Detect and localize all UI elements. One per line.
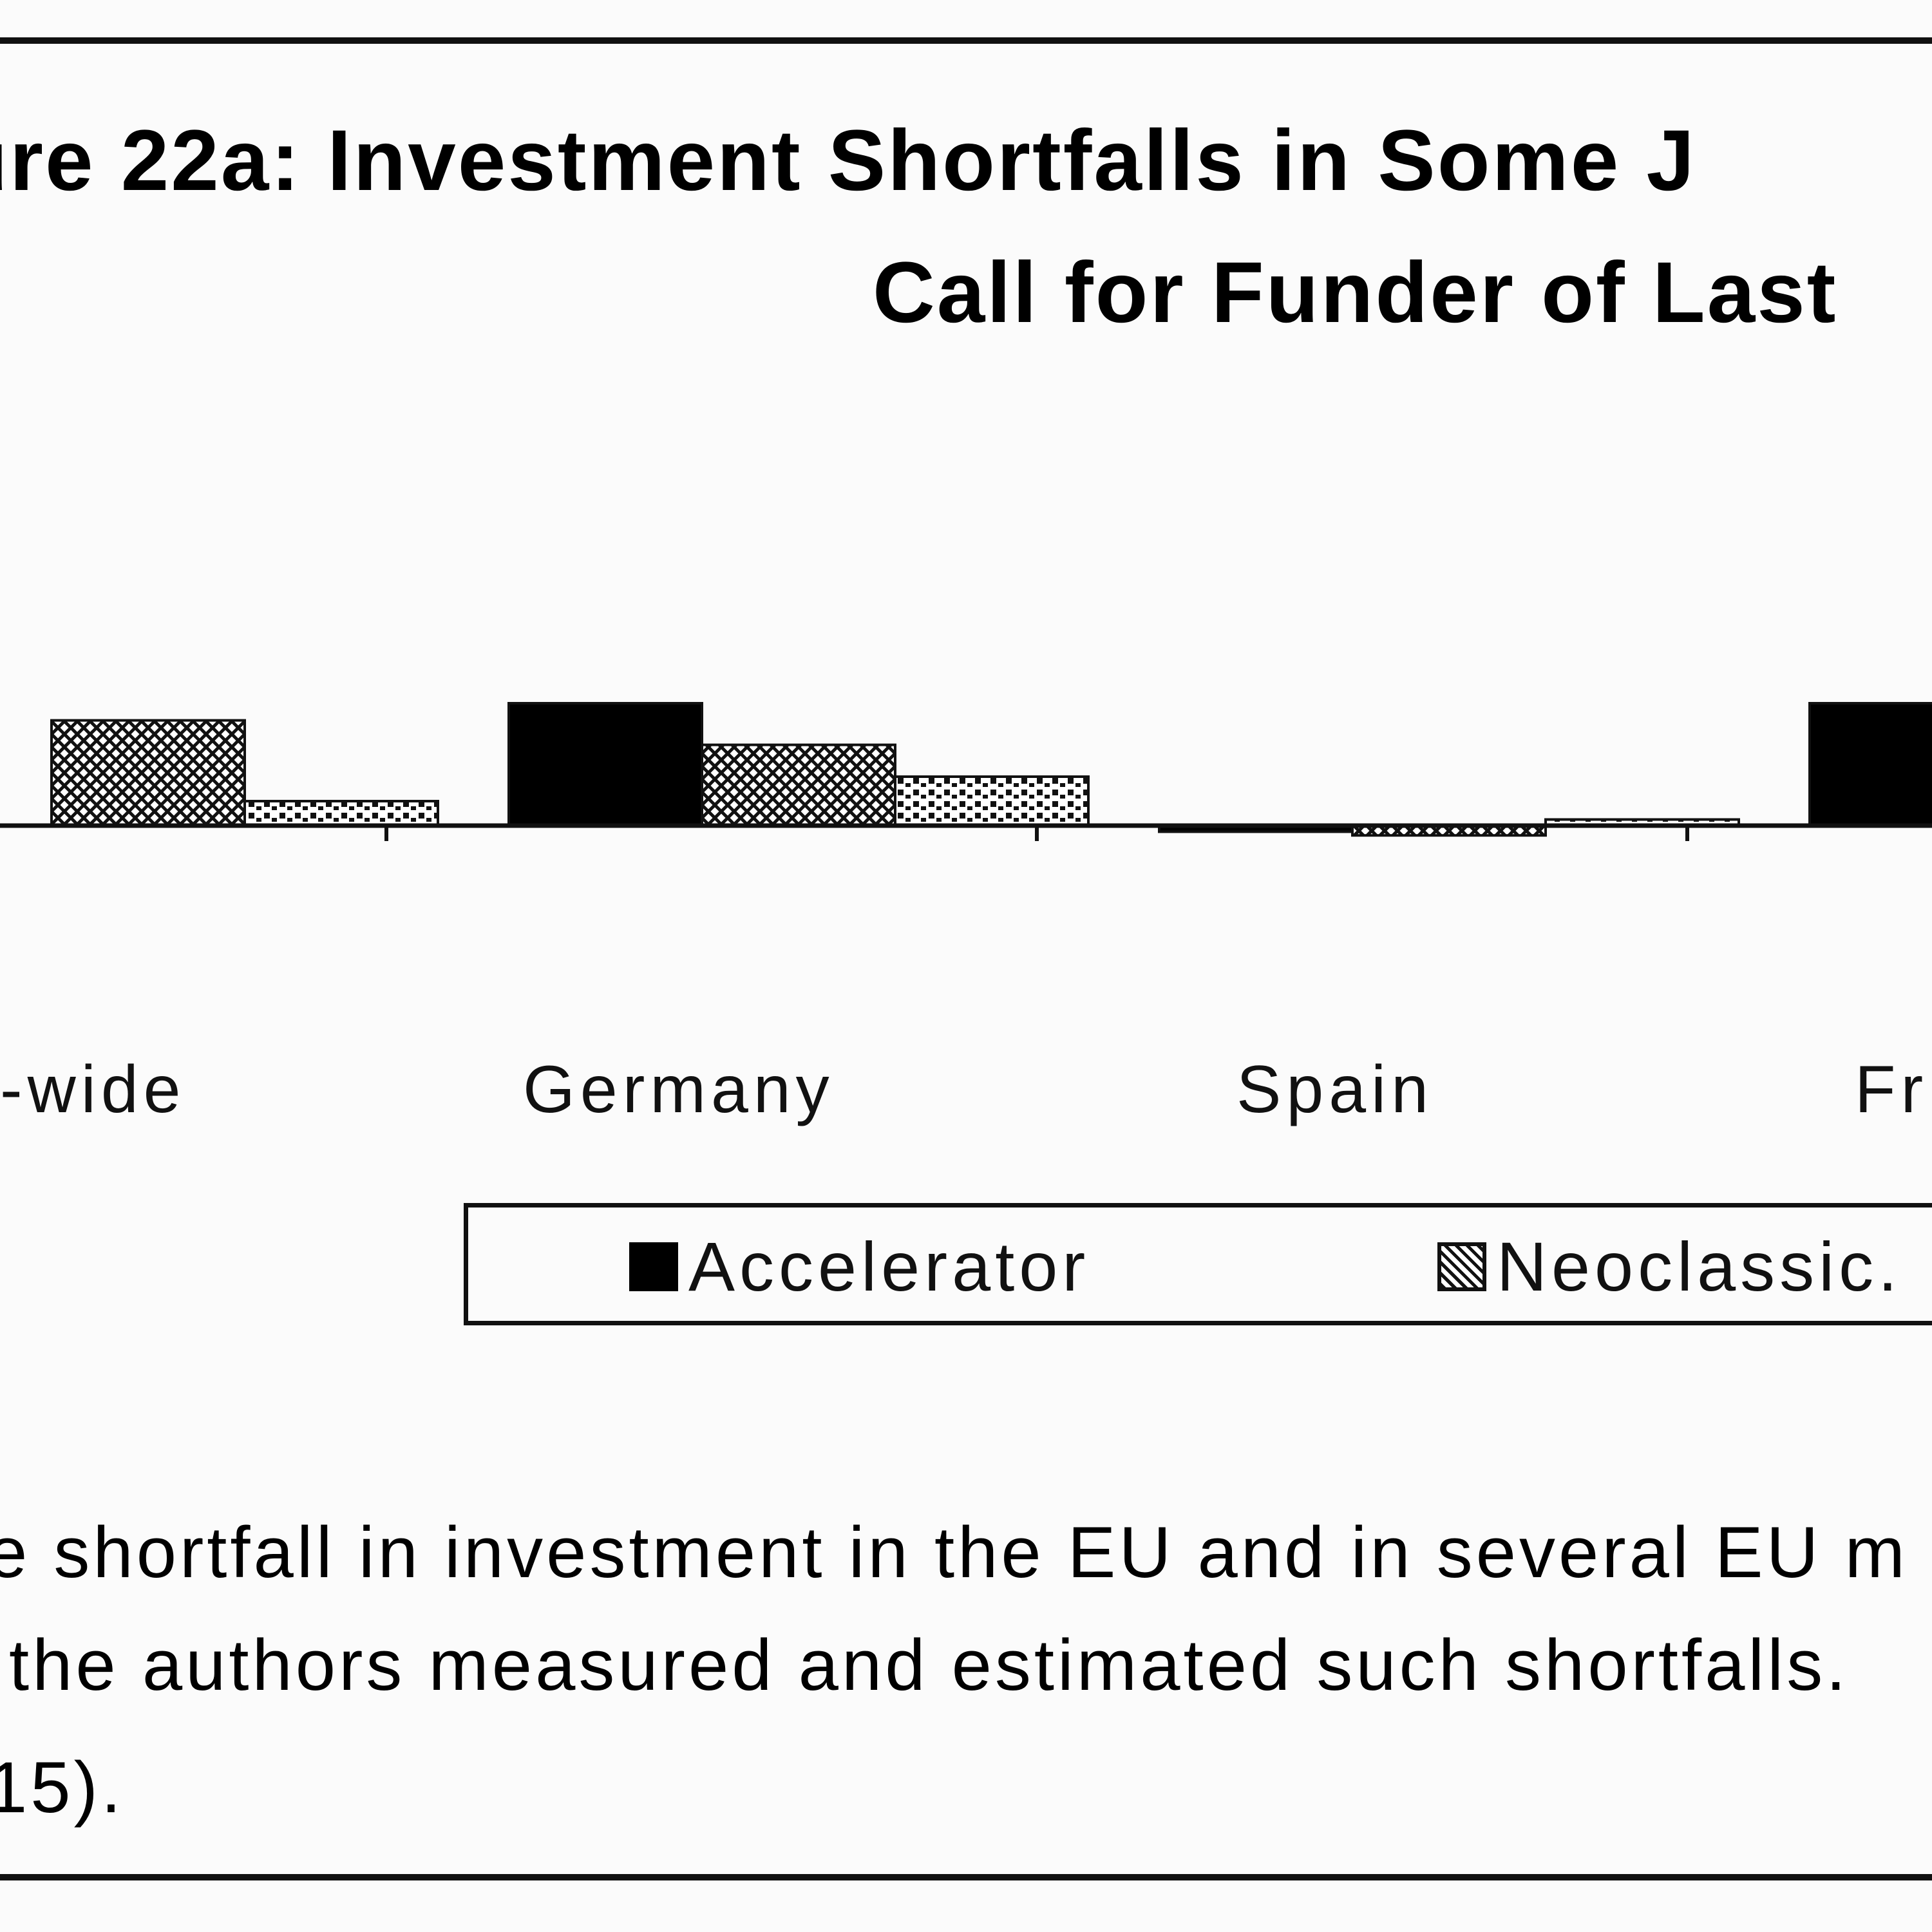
category-label-eu-wide: -wide bbox=[0, 1052, 186, 1127]
category-label-france: Fr bbox=[1855, 1052, 1929, 1127]
bar-neoclassic-wide bbox=[50, 719, 246, 827]
bar-series-3-germany bbox=[894, 775, 1090, 827]
bar-series-3-wide bbox=[243, 800, 439, 827]
chart-title-line-2: Call for Funder of Last bbox=[873, 245, 1838, 341]
x-axis bbox=[0, 823, 1932, 841]
bar-accelerator-germany bbox=[507, 702, 703, 827]
bottom-border-line bbox=[0, 1874, 1932, 1880]
caption-line-1: e shortfall in investment in the EU and … bbox=[0, 1512, 1908, 1593]
top-border-line bbox=[0, 37, 1932, 44]
legend-label-accelerator: Accelerator bbox=[688, 1227, 1090, 1305]
bars-layer bbox=[50, 702, 1932, 837]
bar-accelerator-fr bbox=[1808, 702, 1932, 827]
caption-line-3: 15). bbox=[0, 1747, 124, 1828]
legend-item-accelerator: Accelerator bbox=[629, 1232, 1090, 1302]
legend: Accelerator Neoclassic. bbox=[464, 1203, 1932, 1325]
legend-item-neoclassic: Neoclassic. bbox=[1437, 1232, 1902, 1302]
accelerator-swatch-icon bbox=[629, 1242, 678, 1291]
category-label-spain: Spain bbox=[1236, 1052, 1434, 1127]
bar-neoclassic-germany bbox=[701, 743, 896, 827]
category-label-germany: Germany bbox=[523, 1052, 835, 1127]
caption-line-2: the authors measured and estimated such … bbox=[9, 1625, 1850, 1705]
chart-title-line-1: ure 22a: Investment Shortfalls in Some J bbox=[0, 113, 1697, 209]
legend-label-neoclassic: Neoclassic. bbox=[1497, 1227, 1902, 1305]
neoclassic-swatch-icon bbox=[1437, 1242, 1486, 1291]
